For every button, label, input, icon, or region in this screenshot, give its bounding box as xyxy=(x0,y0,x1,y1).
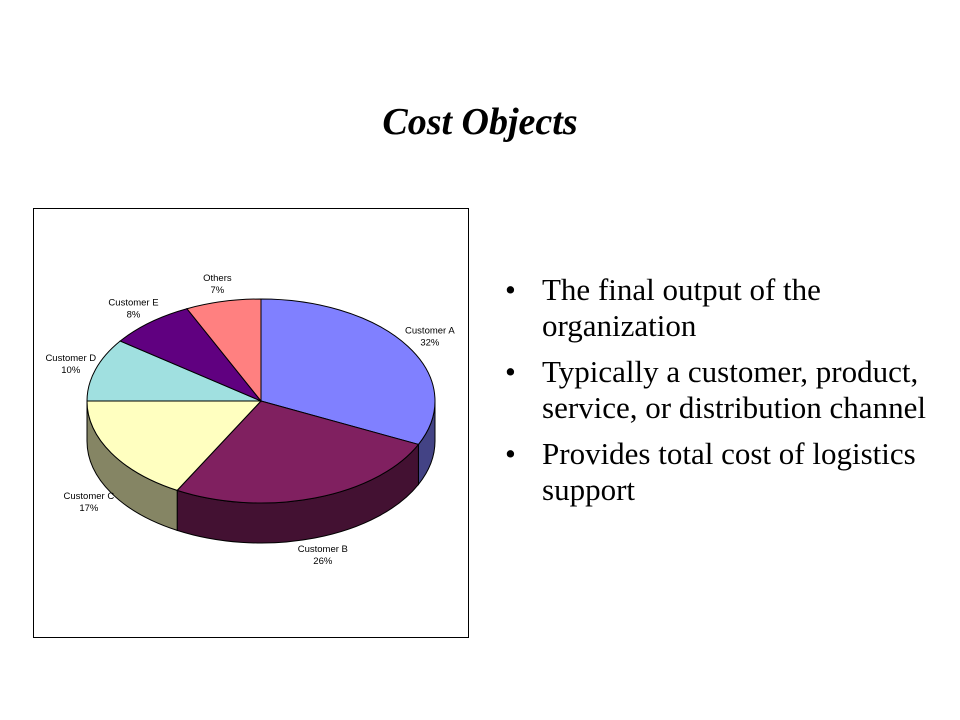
slice-pct-label: 26% xyxy=(313,556,333,567)
slice-name-label: Customer A xyxy=(405,326,455,337)
slice-name-label: Customer C xyxy=(64,491,115,502)
pie-slice xyxy=(86,340,262,402)
slide-title: Cost Objects xyxy=(382,101,578,143)
pie-tops xyxy=(86,298,436,504)
bullet-item: • Provides total cost of logistics suppo… xyxy=(505,436,935,508)
bullet-text: Provides total cost of logistics support xyxy=(542,436,916,507)
bullet-text: The final output of the organization xyxy=(542,272,821,343)
slice-pct-label: 32% xyxy=(420,338,440,349)
pie-labels: Customer A32% Customer B26% Customer C17% C… xyxy=(45,273,455,567)
bullet-list: • The final output of the organization •… xyxy=(505,272,935,518)
pie-chart-svg: Customer A32% Customer B26% Customer C17% C… xyxy=(45,273,455,567)
bullet-text: Typically a customer, product, service, … xyxy=(542,354,926,425)
pie-slice xyxy=(86,400,263,491)
bullet-symbol: • xyxy=(505,436,516,471)
slice-name-label: Others xyxy=(203,273,232,284)
bullet-symbol: • xyxy=(505,272,516,307)
bullet-symbol: • xyxy=(505,354,516,389)
pie-chart: Customer A 32% Customer B 26% Customer C 17% C… xyxy=(33,208,469,638)
slice-pct-label: 17% xyxy=(79,503,99,514)
slice-name-label: Customer B xyxy=(298,544,348,555)
slice-name-label: Customer D xyxy=(45,353,96,364)
bullet-item: • The final output of the organization xyxy=(505,272,935,344)
slice-pct-label: 10% xyxy=(61,365,81,376)
slice-pct-label: 8% xyxy=(127,310,141,321)
slice-pct-label: 7% xyxy=(211,285,225,296)
slice-name-label: Customer E xyxy=(108,298,158,309)
pie-slice xyxy=(260,298,436,445)
bullet-item: • Typically a customer, product, service… xyxy=(505,354,935,426)
pie-slice xyxy=(186,298,262,403)
